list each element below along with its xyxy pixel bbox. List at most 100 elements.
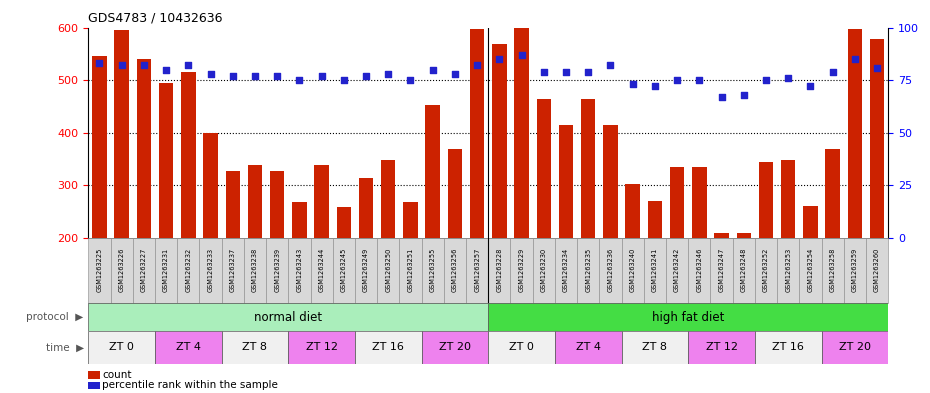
Bar <box>781 160 795 238</box>
Point <box>580 69 595 75</box>
Point <box>870 64 884 71</box>
Bar <box>714 233 729 238</box>
Text: GSM1263258: GSM1263258 <box>830 248 836 292</box>
Point <box>425 66 440 73</box>
Bar <box>511 238 533 303</box>
Bar <box>621 331 688 364</box>
Bar <box>533 238 555 303</box>
Point <box>337 77 352 83</box>
Text: percentile rank within the sample: percentile rank within the sample <box>102 380 278 390</box>
Bar <box>755 238 777 303</box>
Bar <box>488 238 511 303</box>
Bar <box>759 162 773 238</box>
Text: GSM1263259: GSM1263259 <box>852 248 857 292</box>
Bar <box>114 30 129 238</box>
Bar <box>777 238 799 303</box>
Text: ZT 0: ZT 0 <box>509 342 534 353</box>
Text: GSM1263247: GSM1263247 <box>719 248 724 292</box>
Bar <box>221 331 288 364</box>
Bar <box>647 201 662 238</box>
Text: GSM1263246: GSM1263246 <box>697 248 702 292</box>
Bar <box>159 83 173 238</box>
Text: GSM1263255: GSM1263255 <box>430 248 436 292</box>
Bar <box>111 238 133 303</box>
Bar <box>688 331 755 364</box>
Bar <box>204 133 218 238</box>
Text: GSM1263245: GSM1263245 <box>340 248 347 292</box>
Text: GSM1263228: GSM1263228 <box>497 248 502 292</box>
Bar <box>333 238 355 303</box>
Point <box>847 56 862 62</box>
Bar <box>599 238 621 303</box>
Text: GSM1263235: GSM1263235 <box>585 248 591 292</box>
Bar <box>399 238 421 303</box>
Point <box>714 94 729 100</box>
Text: GSM1263233: GSM1263233 <box>207 248 214 292</box>
Bar <box>447 149 462 238</box>
Text: ZT 0: ZT 0 <box>109 342 134 353</box>
Bar <box>804 206 817 238</box>
Bar <box>270 171 285 238</box>
Bar <box>870 39 884 238</box>
Point <box>803 83 817 90</box>
Point <box>137 62 152 68</box>
Bar <box>88 331 155 364</box>
Bar <box>581 99 595 238</box>
Text: GSM1263242: GSM1263242 <box>674 248 680 292</box>
Text: ZT 8: ZT 8 <box>643 342 668 353</box>
Bar <box>644 238 666 303</box>
Point <box>603 62 618 68</box>
Text: ZT 16: ZT 16 <box>372 342 405 353</box>
Bar <box>133 238 155 303</box>
Text: GSM1263234: GSM1263234 <box>563 248 569 292</box>
Bar <box>247 165 262 238</box>
Bar <box>155 238 178 303</box>
Text: GSM1263238: GSM1263238 <box>252 248 258 292</box>
Bar <box>537 99 551 238</box>
Bar <box>404 202 418 238</box>
Bar <box>355 238 378 303</box>
Bar <box>514 14 529 238</box>
Point <box>492 56 507 62</box>
Point <box>470 62 485 68</box>
Point <box>114 62 129 68</box>
Text: normal diet: normal diet <box>254 310 323 324</box>
Text: GSM1263257: GSM1263257 <box>474 248 480 292</box>
Bar <box>288 238 311 303</box>
Bar <box>381 160 395 238</box>
Text: GSM1263252: GSM1263252 <box>763 248 769 292</box>
Point <box>737 92 751 98</box>
Text: GSM1263230: GSM1263230 <box>540 248 547 292</box>
Point <box>514 52 529 58</box>
Bar <box>314 165 329 238</box>
Bar <box>604 125 618 238</box>
Point <box>625 81 640 88</box>
Text: ZT 20: ZT 20 <box>839 342 870 353</box>
Text: GSM1263254: GSM1263254 <box>807 248 814 292</box>
Point <box>825 69 840 75</box>
Text: ZT 12: ZT 12 <box>706 342 737 353</box>
Bar <box>670 167 684 238</box>
Bar <box>844 238 866 303</box>
Text: GSM1263229: GSM1263229 <box>519 248 525 292</box>
Point <box>314 73 329 79</box>
Text: count: count <box>102 370 132 380</box>
Bar <box>199 238 221 303</box>
Bar <box>826 149 840 238</box>
Bar <box>337 207 351 238</box>
Text: GSM1263239: GSM1263239 <box>274 248 280 292</box>
Bar <box>733 238 755 303</box>
Text: GSM1263241: GSM1263241 <box>652 248 658 292</box>
Point <box>403 77 418 83</box>
Bar <box>688 238 711 303</box>
Bar <box>421 238 444 303</box>
Bar <box>821 238 844 303</box>
Bar <box>288 331 355 364</box>
Bar <box>692 167 707 238</box>
Text: GSM1263244: GSM1263244 <box>319 248 325 292</box>
Bar <box>178 238 199 303</box>
Point <box>537 69 551 75</box>
Bar <box>92 57 107 238</box>
Text: GSM1263253: GSM1263253 <box>785 248 791 292</box>
Point <box>647 83 662 90</box>
